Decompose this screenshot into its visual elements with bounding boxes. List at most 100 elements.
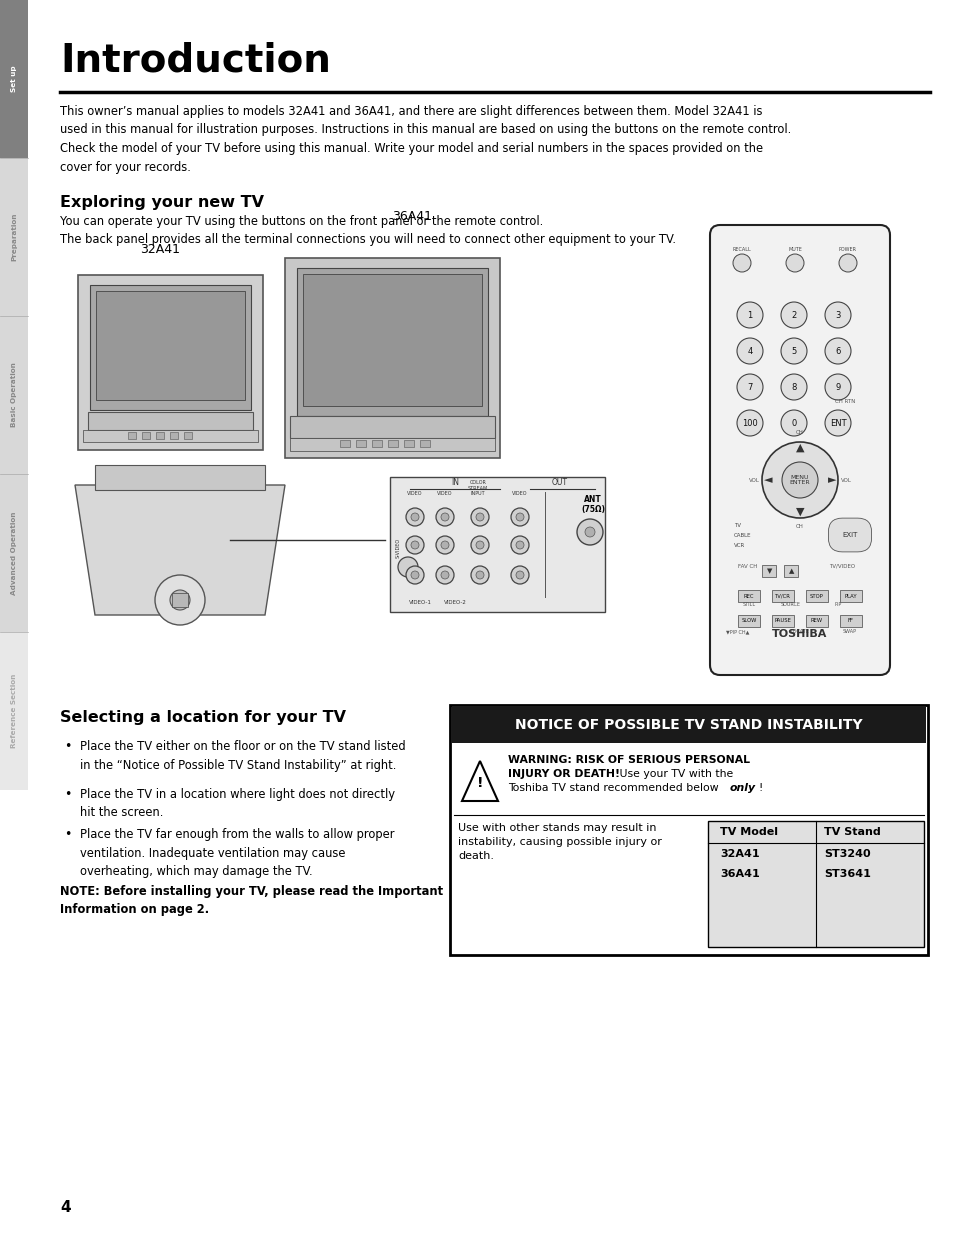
Circle shape [511,536,529,555]
Text: FAV CH: FAV CH [738,564,757,569]
Text: 36A41: 36A41 [720,869,759,879]
Bar [303,274,481,406]
Circle shape [516,513,523,521]
Circle shape [737,338,762,364]
Text: PAUSE: PAUSE [774,619,791,624]
Text: TV Model: TV Model [720,827,778,837]
Text: VIDEO-1: VIDEO-1 [408,600,431,605]
Circle shape [781,374,806,400]
Text: TV Stand: TV Stand [823,827,880,837]
Text: REC: REC [743,594,754,599]
Text: STOP: STOP [809,594,823,599]
Bar [0,632,28,790]
Text: VIDEO: VIDEO [512,492,527,496]
Text: •: • [64,827,71,841]
Text: Set up: Set up [11,65,17,93]
Text: Toshiba TV stand recommended below: Toshiba TV stand recommended below [507,783,721,793]
Text: PLAY: PLAY [843,594,857,599]
Text: VIDEO: VIDEO [436,492,453,496]
Text: !: ! [476,776,483,790]
Circle shape [781,462,817,498]
Text: LOCATE: LOCATE [790,629,808,634]
Text: 6: 6 [835,347,840,356]
Circle shape [577,519,602,545]
Bar [290,416,495,438]
Text: COLOR
STREAM
INPUT: COLOR STREAM INPUT [467,480,488,496]
Text: 5: 5 [791,347,796,356]
Text: Basic Operation: Basic Operation [11,363,17,427]
Text: ▲: ▲ [788,568,794,574]
Bar [0,474,28,632]
Text: VCR: VCR [733,543,744,548]
Text: ►: ► [827,475,836,485]
Circle shape [732,254,750,272]
Circle shape [471,508,489,526]
Bar [142,432,150,438]
Bar [771,590,793,601]
Circle shape [824,303,850,329]
Text: 4: 4 [60,1200,71,1215]
Text: SWAP: SWAP [842,629,856,634]
Text: !: ! [758,783,761,793]
Bar [738,615,760,627]
Text: CH: CH [795,524,803,529]
Text: 36A41: 36A41 [392,210,432,224]
Text: •: • [64,740,71,753]
Circle shape [785,254,803,272]
Circle shape [476,541,483,550]
Bar [83,430,257,442]
Bar [783,564,797,577]
Circle shape [511,508,529,526]
Bar [156,432,164,438]
Text: Place the TV either on the floor or on the TV stand listed
in the “Notice of Pos: Place the TV either on the floor or on t… [80,740,405,772]
Text: 100: 100 [741,419,757,427]
Circle shape [406,508,423,526]
Text: Exploring your new TV: Exploring your new TV [60,195,264,210]
Text: POWER: POWER [838,247,856,252]
Text: This owner’s manual applies to models 32A41 and 36A41, and there are slight diff: This owner’s manual applies to models 32… [60,105,790,173]
Bar [170,432,178,438]
Text: REW: REW [810,619,822,624]
Bar [95,466,265,490]
Circle shape [436,536,454,555]
Text: TV/CR: TV/CR [774,594,790,599]
Circle shape [761,442,837,517]
Text: only: only [729,783,756,793]
Text: Reference Section: Reference Section [11,674,17,748]
Text: TV: TV [733,522,740,529]
Circle shape [476,513,483,521]
Bar [403,440,414,447]
Circle shape [781,410,806,436]
Text: •: • [64,788,71,802]
Text: VOL: VOL [840,478,850,483]
Text: VIDEO-2: VIDEO-2 [443,600,466,605]
Text: RECALL: RECALL [732,247,751,252]
Bar [419,440,430,447]
Circle shape [781,303,806,329]
Circle shape [411,571,418,579]
Text: Preparation: Preparation [11,212,17,262]
Text: S-VIDEO: S-VIDEO [395,538,400,558]
Bar [78,275,263,450]
Bar [355,440,366,447]
Text: INJURY OR DEATH!: INJURY OR DEATH! [507,769,619,779]
Bar [296,268,488,416]
Bar [805,590,827,601]
Circle shape [584,527,595,537]
Bar [0,790,28,1235]
Text: VIDEO: VIDEO [407,492,422,496]
Text: ▲: ▲ [795,443,803,453]
Text: 32A41: 32A41 [720,848,759,860]
Bar [339,440,350,447]
Bar [128,432,136,438]
Circle shape [154,576,205,625]
Circle shape [440,541,449,550]
Text: ENT: ENT [829,419,845,427]
Text: ▼PIP CH▲: ▼PIP CH▲ [725,629,749,634]
Text: 7: 7 [746,383,752,391]
Bar [840,590,862,601]
Text: SOURCE: SOURCE [781,601,801,606]
Bar [0,158,28,316]
Text: EXIT: EXIT [841,532,857,538]
FancyBboxPatch shape [709,225,889,676]
